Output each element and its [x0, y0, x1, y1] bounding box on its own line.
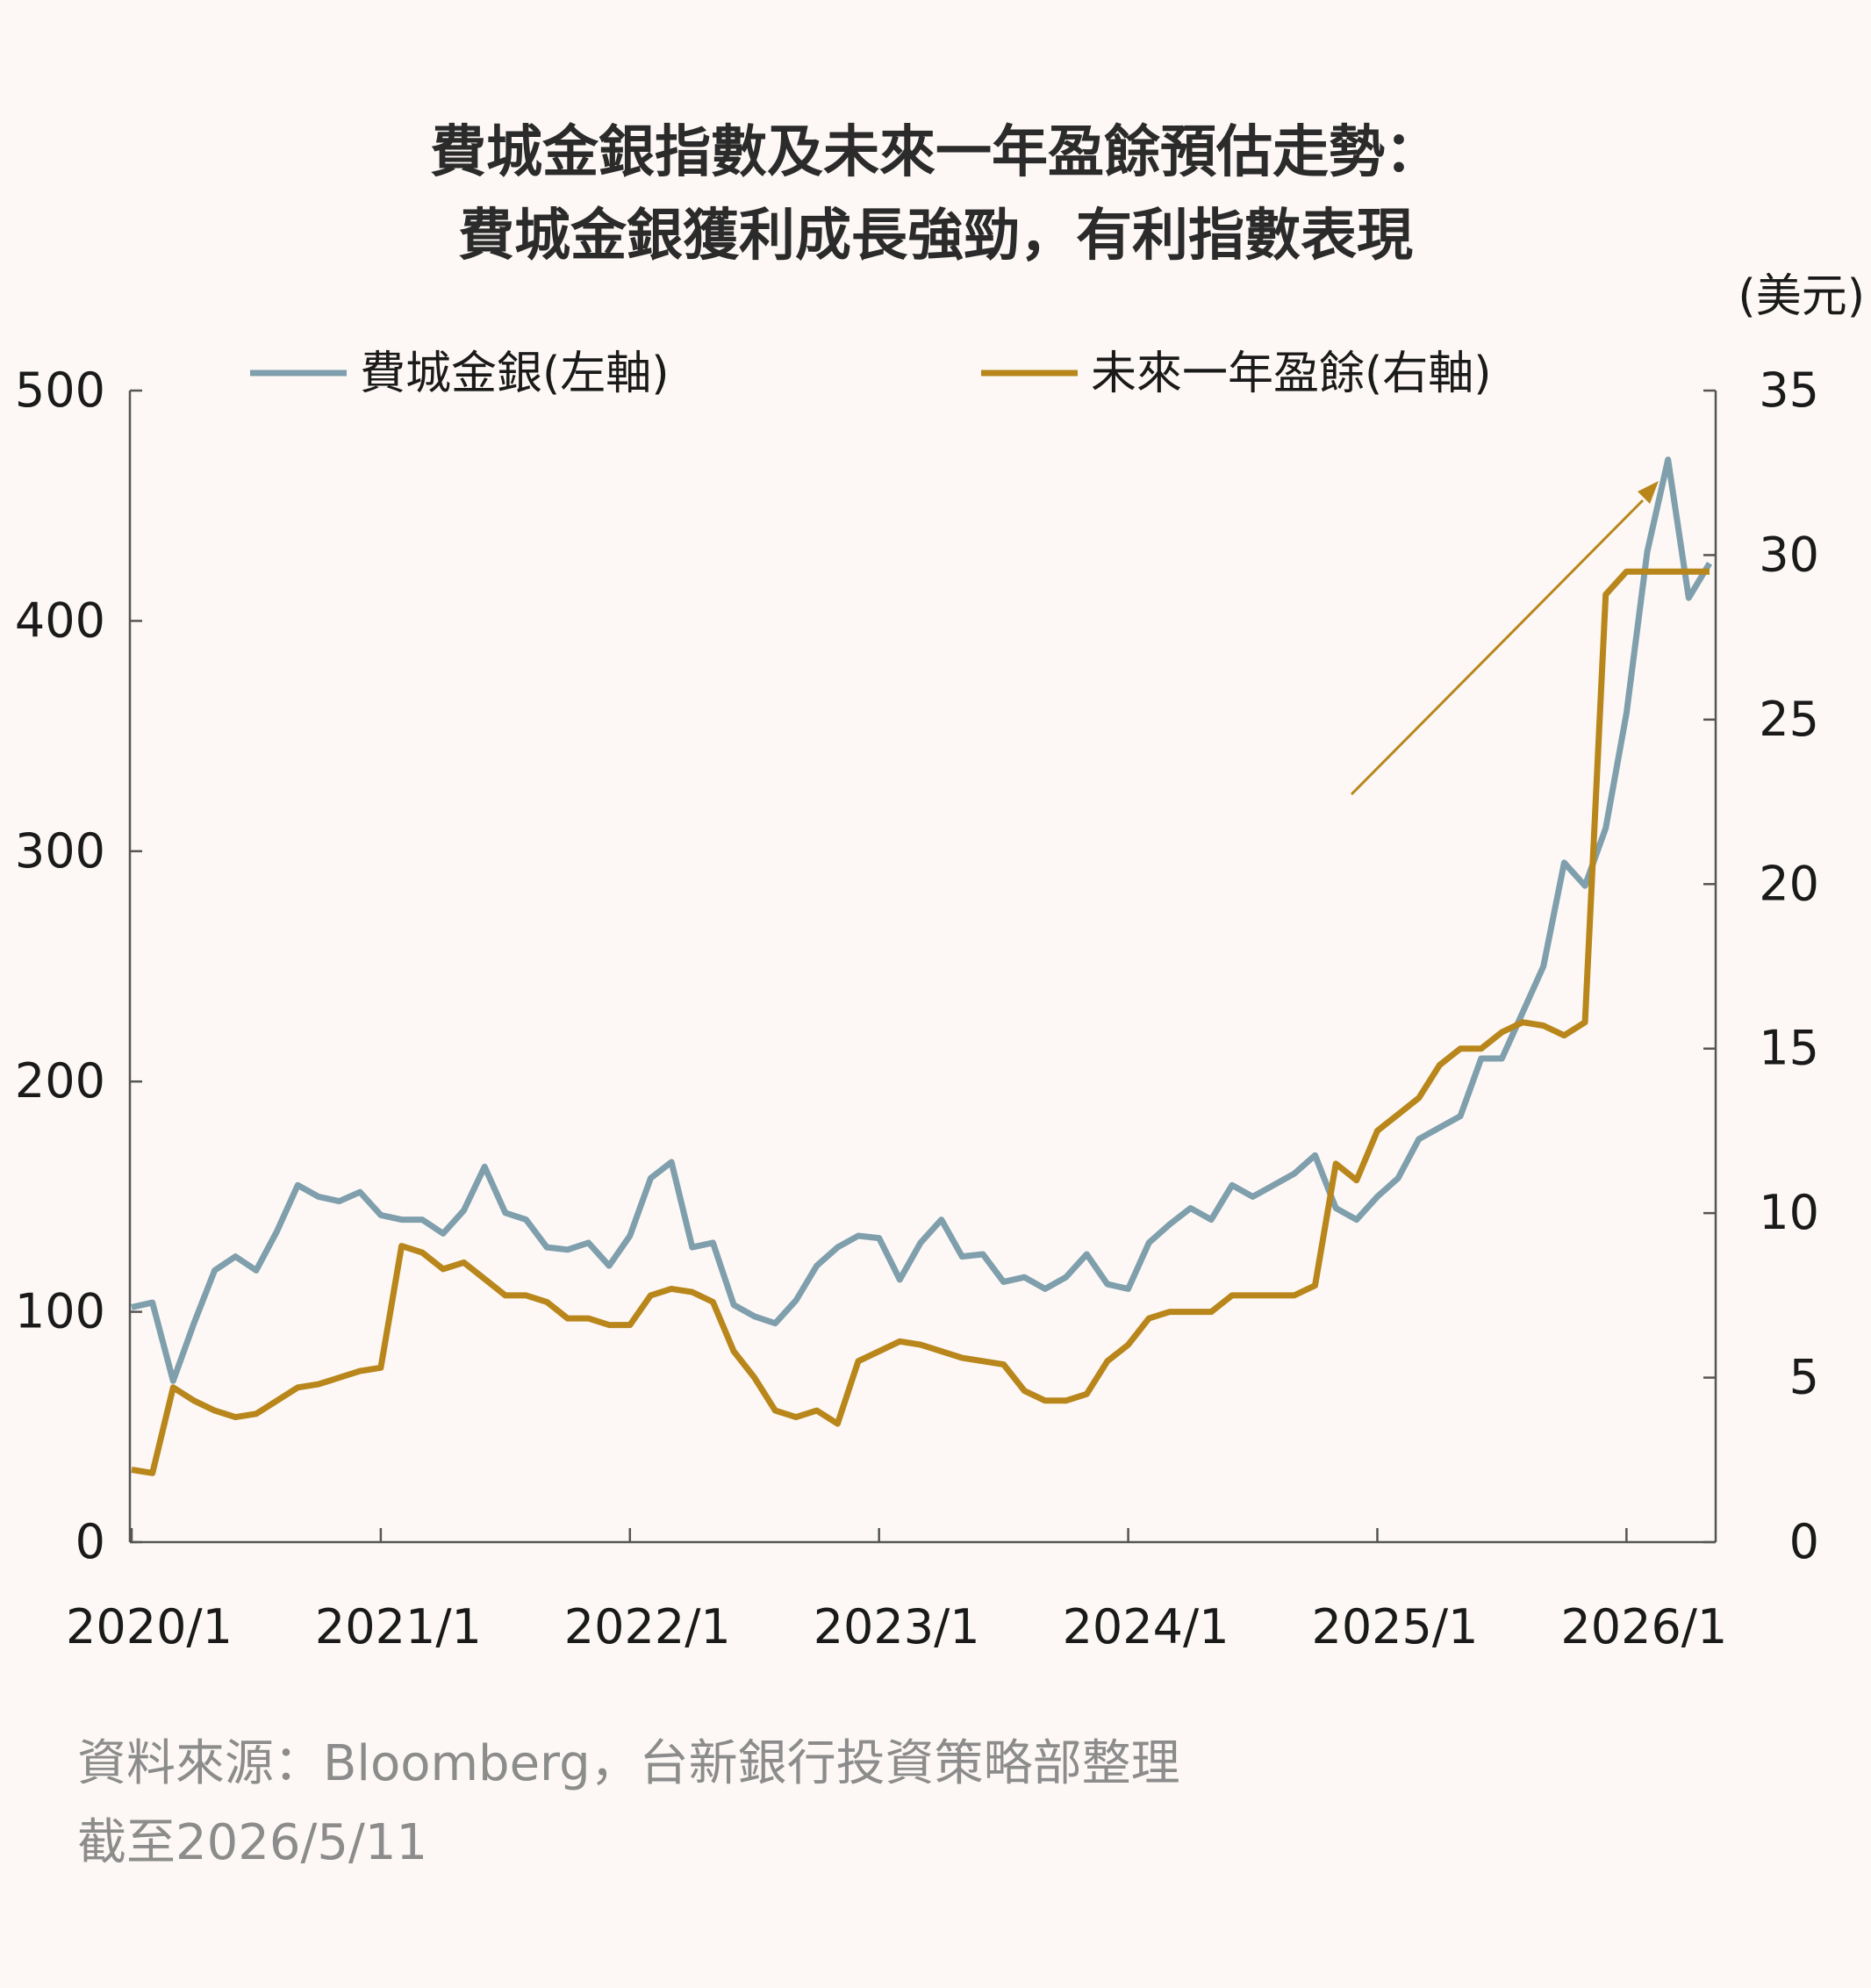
left-tick-label: 500 — [15, 362, 105, 418]
x-tick-label: 2024/1 — [1063, 1599, 1229, 1654]
x-tick-label: 2023/1 — [814, 1599, 980, 1654]
series-line-earnings — [131, 568, 1710, 1476]
x-tick-label: 2021/1 — [315, 1599, 482, 1654]
right-tick-label: 10 — [1759, 1185, 1819, 1240]
x-tick-label: 2025/1 — [1311, 1599, 1478, 1654]
chart-title-line1: 費城金銀指數及未來一年盈餘預估走勢： — [430, 120, 1441, 185]
left-tick-label: 400 — [15, 592, 105, 648]
series-line-index — [131, 456, 1712, 1384]
x-axis-ticks: 2020/1 2021/1 2022/1 2023/1 2024/1 2025/1 2026… — [66, 1528, 1727, 1654]
left-tick-label: 300 — [15, 823, 105, 879]
right-tick-label: 30 — [1759, 527, 1819, 582]
left-tick-label: 0 — [75, 1514, 105, 1569]
left-tick-label: 100 — [15, 1284, 105, 1339]
left-tick-label: 200 — [15, 1053, 105, 1109]
trend-arrow-head — [1638, 481, 1659, 504]
chart-title-line2: 費城金銀獲利成長強勁，有利指數表現 — [458, 204, 1413, 269]
legend-label-earnings: 未來一年盈餘(右軸) — [1091, 348, 1492, 400]
trend-arrow-shaft — [1350, 499, 1645, 796]
right-tick-label: 15 — [1759, 1021, 1819, 1076]
right-axis-unit: (美元) — [1738, 270, 1865, 323]
right-tick-label: 0 — [1789, 1514, 1819, 1569]
left-axis-ticks: 0 100 200 300 400 500 — [15, 362, 142, 1569]
right-tick-label: 20 — [1759, 856, 1819, 911]
right-tick-label: 5 — [1789, 1350, 1819, 1405]
right-tick-label: 35 — [1759, 362, 1819, 418]
right-tick-label: 25 — [1759, 692, 1819, 747]
source-line1: 資料來源：Bloomberg，台新銀行投資策略部整理 — [77, 1735, 1180, 1792]
legend-label-index: 費城金銀(左軸) — [360, 348, 670, 400]
x-tick-label: 2020/1 — [66, 1599, 233, 1654]
x-tick-label: 2026/1 — [1560, 1599, 1727, 1654]
right-axis-ticks: 0 5 10 15 20 25 30 35 — [1703, 362, 1819, 1569]
source-line2: 截至2026/5/11 — [77, 1814, 427, 1871]
x-tick-label: 2022/1 — [564, 1599, 731, 1654]
